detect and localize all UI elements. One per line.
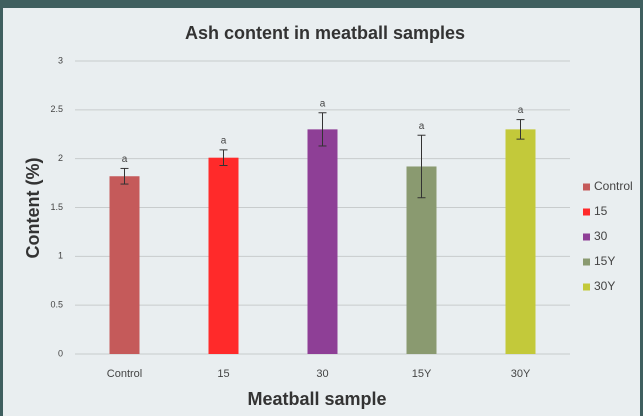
legend-swatch xyxy=(583,283,590,291)
bar xyxy=(307,129,338,354)
y-tick-label: 3 xyxy=(58,55,63,65)
legend-swatch xyxy=(583,233,590,241)
y-tick-label: 1.5 xyxy=(50,202,63,212)
x-tick-label: 15 xyxy=(217,368,229,380)
y-tick-label: 2 xyxy=(58,153,63,163)
x-tick-label: 30Y xyxy=(511,368,531,380)
x-tick-label: Control xyxy=(107,368,142,380)
legend-swatch xyxy=(583,258,590,266)
annotation: a xyxy=(320,98,326,109)
y-axis-label: Content (%) xyxy=(23,158,43,259)
bar xyxy=(505,129,536,354)
bar xyxy=(109,176,140,354)
legend-label: 30 xyxy=(594,229,608,243)
annotation: a xyxy=(221,136,227,147)
legend-label: 30Y xyxy=(594,279,615,293)
annotation: a xyxy=(518,105,524,116)
y-tick-label: 0 xyxy=(58,348,63,358)
x-axis-label: Meatball sample xyxy=(247,389,386,409)
legend-label: 15Y xyxy=(594,254,615,268)
annotation: a xyxy=(419,121,425,132)
chart-title: Ash content in meatball samples xyxy=(185,23,465,43)
legend-label: 15 xyxy=(594,204,608,218)
legend-swatch xyxy=(583,208,590,216)
annotation: a xyxy=(122,154,128,165)
x-tick-label: 30 xyxy=(316,368,328,380)
legend-label: Control xyxy=(594,179,633,193)
y-tick-label: 1 xyxy=(58,251,63,261)
y-tick-label: 0.5 xyxy=(50,300,63,310)
x-tick-label: 15Y xyxy=(412,368,432,380)
legend-swatch xyxy=(583,183,590,191)
bar xyxy=(208,157,239,354)
y-tick-label: 2.5 xyxy=(50,104,63,114)
